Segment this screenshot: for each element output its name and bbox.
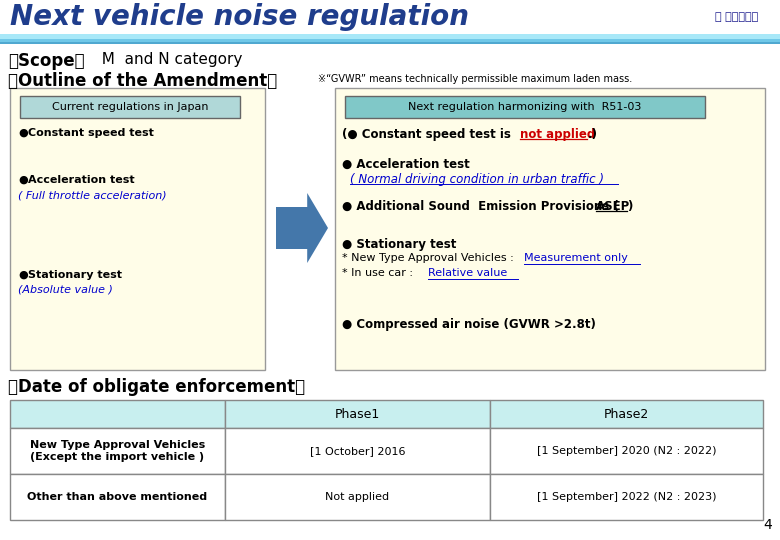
Bar: [10, 400, 225, 428]
Text: Phase1: Phase1: [335, 408, 380, 421]
Text: 』Date of obligate enforcement『: 』Date of obligate enforcement『: [8, 378, 305, 396]
Text: ● Stationary test: ● Stationary test: [342, 238, 456, 251]
Text: Other than above mentioned: Other than above mentioned: [27, 492, 207, 502]
Text: M  and N category: M and N category: [92, 52, 243, 67]
Text: ●: ●: [18, 128, 28, 138]
Text: * New Type Approval Vehicles :: * New Type Approval Vehicles :: [342, 253, 517, 263]
Text: .): .): [588, 128, 598, 141]
Bar: [10, 428, 225, 474]
Text: ●: ●: [18, 270, 28, 280]
Text: 🌐 国土交通省: 🌐 国土交通省: [714, 12, 758, 22]
Bar: [10, 474, 225, 520]
Text: Next vehicle noise regulation: Next vehicle noise regulation: [10, 3, 469, 31]
Text: 4: 4: [764, 518, 772, 532]
Text: (Absolute value ): (Absolute value ): [18, 285, 113, 295]
Bar: [490, 428, 763, 474]
Text: Acceleration test: Acceleration test: [28, 175, 135, 185]
Polygon shape: [276, 193, 328, 263]
Text: ● Acceleration test: ● Acceleration test: [342, 158, 470, 171]
Bar: [20, 96, 240, 118]
Bar: [335, 88, 765, 370]
Text: ●: ●: [18, 175, 28, 185]
Text: [1 October] 2016: [1 October] 2016: [310, 446, 406, 456]
Text: ( Full throttle acceleration): ( Full throttle acceleration): [18, 190, 167, 200]
Text: [1 September] 2022 (N2 : 2023): [1 September] 2022 (N2 : 2023): [537, 492, 716, 502]
Text: (● Constant speed test is: (● Constant speed test is: [342, 128, 515, 141]
Bar: [225, 400, 490, 428]
Bar: [225, 428, 490, 474]
Text: ( Normal driving condition in urban traffic ): ( Normal driving condition in urban traf…: [350, 173, 604, 186]
Text: 』Scope『: 』Scope『: [8, 52, 84, 70]
Text: not applied: not applied: [520, 128, 595, 141]
Bar: [490, 474, 763, 520]
Bar: [10, 88, 265, 370]
Text: ● Additional Sound  Emission Provisions (: ● Additional Sound Emission Provisions (: [342, 200, 619, 213]
Bar: [225, 474, 490, 520]
Text: Constant speed test: Constant speed test: [28, 128, 154, 138]
Text: ASEP: ASEP: [596, 200, 630, 213]
Text: Stationary test: Stationary test: [28, 270, 122, 280]
Text: Phase2: Phase2: [604, 408, 649, 421]
Bar: [490, 400, 763, 428]
Text: [1 September] 2020 (N2 : 2022): [1 September] 2020 (N2 : 2022): [537, 446, 716, 456]
Bar: [345, 96, 705, 118]
Text: Not applied: Not applied: [325, 492, 389, 502]
Text: Measurement only: Measurement only: [524, 253, 628, 263]
Text: ※“GVWR” means technically permissible maximum laden mass.: ※“GVWR” means technically permissible ma…: [318, 74, 633, 84]
Text: Next regulation harmonizing with  R51-03: Next regulation harmonizing with R51-03: [408, 102, 642, 112]
Bar: [0, 34, 780, 39]
Text: ● Compressed air noise (GVWR >2.8t): ● Compressed air noise (GVWR >2.8t): [342, 318, 596, 331]
Bar: [0, 0, 780, 34]
Text: ): ): [627, 200, 633, 213]
Text: * In use car :: * In use car :: [342, 268, 417, 278]
Bar: [0, 42, 780, 44]
Text: Relative value: Relative value: [428, 268, 507, 278]
Bar: [0, 39, 780, 42]
Text: Current regulations in Japan: Current regulations in Japan: [51, 102, 208, 112]
Text: New Type Approval Vehicles
(Except the import vehicle ): New Type Approval Vehicles (Except the i…: [30, 440, 205, 462]
Text: 』Outline of the Amendment『: 』Outline of the Amendment『: [8, 72, 277, 90]
